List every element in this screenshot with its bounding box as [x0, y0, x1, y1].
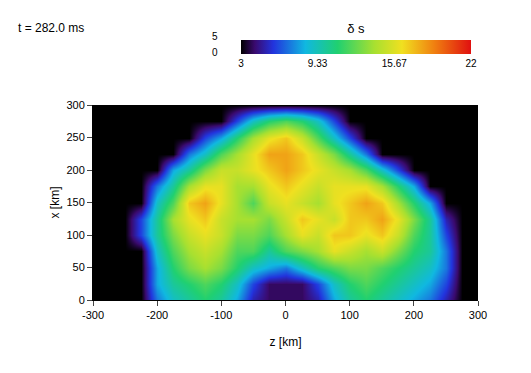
- svg-text:15.67: 15.67: [382, 58, 407, 69]
- svg-text:δ s: δ s: [347, 21, 365, 36]
- svg-text:100: 100: [66, 229, 84, 241]
- svg-text:0: 0: [212, 47, 218, 58]
- svg-text:-200: -200: [146, 309, 168, 321]
- svg-text:22: 22: [465, 58, 477, 69]
- svg-text:9.33: 9.33: [308, 58, 328, 69]
- svg-text:0: 0: [282, 309, 288, 321]
- svg-text:x [km]: x [km]: [48, 187, 62, 219]
- svg-text:50: 50: [73, 261, 85, 273]
- svg-text:300: 300: [66, 99, 84, 111]
- svg-text:200: 200: [66, 164, 84, 176]
- svg-text:150: 150: [66, 196, 84, 208]
- svg-text:-300: -300: [82, 309, 104, 321]
- svg-text:200: 200: [405, 309, 423, 321]
- svg-text:0: 0: [79, 294, 85, 306]
- svg-text:100: 100: [340, 309, 358, 321]
- svg-text:-100: -100: [210, 309, 232, 321]
- svg-text:250: 250: [66, 131, 84, 143]
- svg-text:5: 5: [212, 31, 218, 42]
- svg-text:t = 282.0 ms: t = 282.0 ms: [18, 21, 84, 35]
- svg-text:3: 3: [238, 58, 244, 69]
- svg-text:z [km]: z [km]: [270, 335, 302, 349]
- svg-text:300: 300: [469, 309, 487, 321]
